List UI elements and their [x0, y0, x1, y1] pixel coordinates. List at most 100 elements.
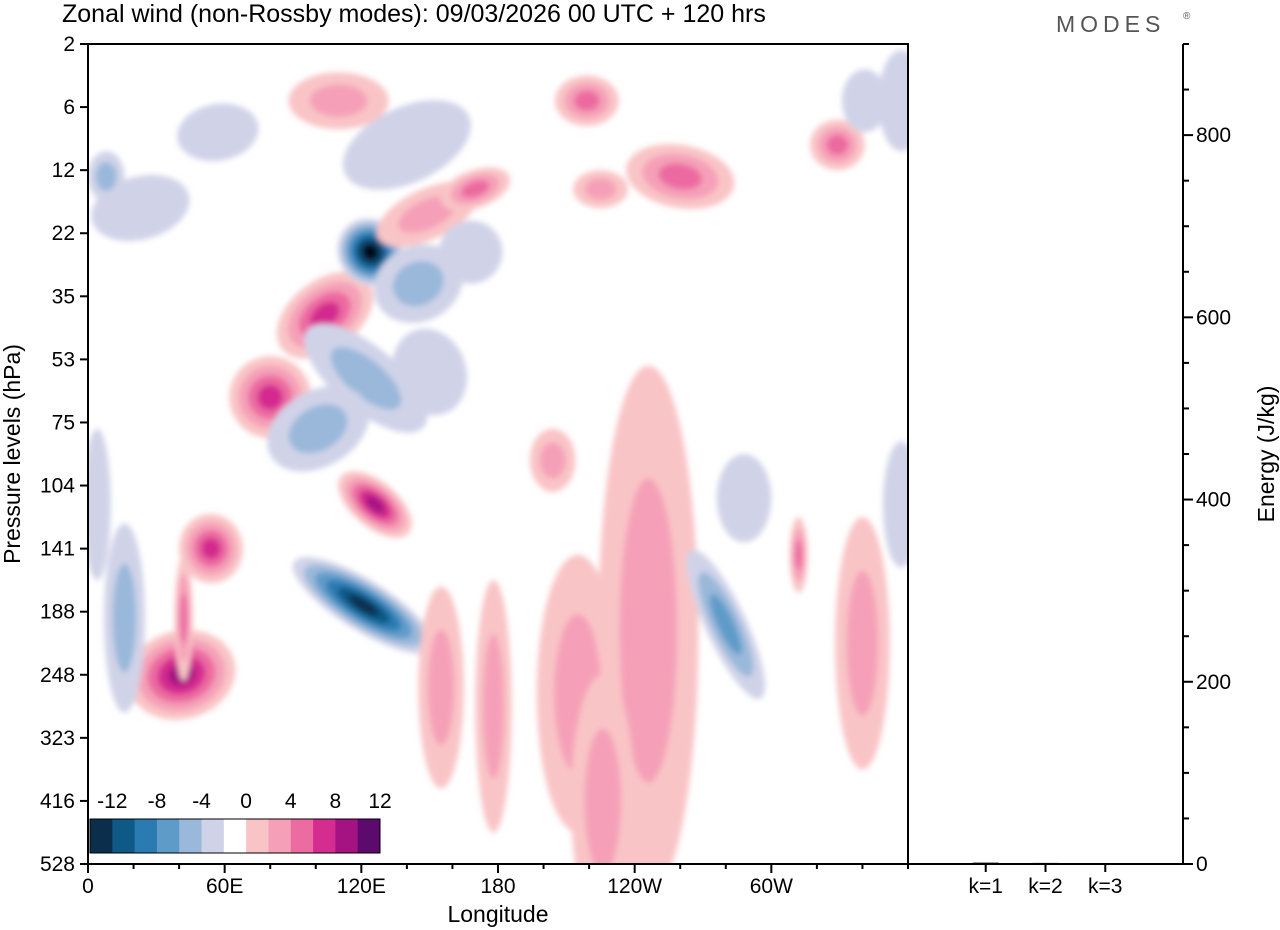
x-axis-label: Longitude: [447, 901, 548, 927]
colorbar-swatch: [268, 819, 292, 853]
wind-contour-band: [882, 441, 908, 568]
energy-tick-label: 600: [1196, 306, 1231, 329]
colorbar-swatch: [201, 819, 225, 853]
wind-feature-6: [440, 167, 511, 211]
wind-feature-41: [882, 441, 908, 568]
wind-contour-band: [716, 454, 772, 543]
wind-contour-band: [112, 563, 137, 673]
energy-bars: k=1 k=2 k=3: [968, 862, 1123, 898]
colorbar-label: 12: [368, 790, 391, 813]
wind-feature-18: [177, 103, 259, 162]
wind-feature-8: [304, 323, 428, 433]
wind-contour-band: [482, 633, 504, 779]
colorbar-label: -4: [192, 790, 211, 813]
energy-tick-label: 800: [1196, 124, 1231, 147]
colorbar-swatch: [246, 819, 269, 853]
wind-feature-36: [716, 454, 772, 543]
wind-contour-band: [826, 134, 849, 156]
energy-category-label: k=1: [968, 875, 1002, 898]
colorbar-label: 4: [285, 790, 297, 813]
wind-contour-band: [584, 178, 617, 200]
colorbar-swatch: [335, 819, 359, 853]
longitude-tick-label: 0: [82, 875, 94, 898]
wind-feature-28: [841, 69, 888, 133]
wind-contour-band: [461, 180, 490, 198]
wind-contour-band: [573, 90, 600, 111]
pressure-tick-label: 141: [40, 538, 75, 561]
wind-feature-23: [288, 72, 389, 130]
energy-category-label: k=3: [1088, 875, 1122, 898]
pressure-tick-label: 22: [52, 222, 75, 245]
wind-contour-band: [619, 478, 678, 783]
pressure-tick-label: 416: [40, 790, 75, 813]
wind-feature-38: [835, 517, 890, 770]
wind-contour-band: [364, 245, 377, 259]
wind-contour-band: [846, 570, 879, 716]
chart-title: Zonal wind (non-Rossby modes): 09/03/202…: [62, 0, 766, 28]
wind-contour-band: [288, 404, 348, 454]
wind-contour-band: [408, 113, 456, 164]
energy-bar: [972, 862, 999, 864]
longitude-tick-label: 60E: [206, 875, 243, 898]
wind-field-blobs: [88, 50, 908, 864]
modes-logo: MODES: [1056, 11, 1165, 37]
pressure-tick-label: 75: [52, 411, 75, 434]
wind-feature-10: [374, 244, 463, 324]
longitude-axis: 0 60E 120E 180 120W 60W: [82, 864, 909, 898]
longitude-tick-label: 120E: [337, 875, 386, 898]
wind-contour-band: [584, 728, 622, 864]
colorbar-swatch: [134, 819, 158, 853]
energy-tick-label: 200: [1196, 671, 1231, 694]
wind-feature-16: [103, 523, 145, 713]
wind-contour-band: [257, 384, 283, 410]
wind-feature-35: [686, 549, 766, 700]
wind-feature-20: [88, 151, 125, 202]
pressure-tick-label: 2: [63, 33, 75, 56]
pressure-tick-label: 6: [63, 96, 75, 119]
wind-feature-37: [789, 517, 808, 593]
pressure-tick-label: 53: [52, 348, 75, 371]
pressure-tick-label: 528: [40, 853, 75, 876]
colorbar-swatch: [179, 819, 202, 853]
wind-feature-44: [418, 586, 464, 789]
wind-feature-42: [88, 428, 111, 581]
wind-contour-band: [348, 595, 379, 616]
wind-contour-band: [539, 442, 566, 479]
wind-contour-band: [330, 347, 402, 410]
wind-feature-24: [554, 75, 619, 127]
wind-contour-band: [95, 161, 117, 191]
energy-bar-panel: 0 200 400 600 800 k=1 k=2 k=3 Energy (J/kg): [908, 43, 1279, 898]
wind-feature-43: [475, 580, 512, 833]
longitude-tick-label: 60W: [750, 875, 793, 898]
energy-tick-label: 400: [1196, 489, 1231, 512]
colorbar-swatch: [313, 819, 336, 853]
wind-feature-9: [267, 386, 370, 472]
wind-contour-band: [878, 50, 908, 152]
colorbar-label: 0: [240, 790, 252, 813]
pressure-tick-label: 188: [40, 601, 75, 624]
wind-contour-band: [179, 592, 188, 644]
energy-axis-label: Energy (J/kg): [1253, 386, 1279, 523]
pressure-tick-label: 248: [40, 664, 75, 687]
energy-tick-label: 0: [1196, 853, 1208, 876]
colorbar-label: -12: [97, 790, 127, 813]
wind-feature-13: [292, 557, 435, 654]
colorbar: -12 -8 -4 0 4 8 12: [88, 782, 392, 855]
wind-field: [88, 50, 908, 864]
wind-contour-band: [309, 301, 340, 329]
pressure-tick-label: 323: [40, 727, 75, 750]
pressure-tick-label: 104: [40, 475, 75, 498]
pressure-tick-label: 12: [52, 159, 75, 182]
wind-contour-band: [709, 594, 742, 655]
colorbar-swatch: [156, 819, 180, 853]
wind-contour-band: [309, 84, 368, 118]
pressure-axis: 2 6 12 22 35 53 75 104 141 188 248 323 416 528: [40, 33, 88, 876]
colorbar-swatch: [112, 819, 136, 853]
colorbar-swatch: [90, 819, 113, 853]
wind-feature-33: [570, 674, 635, 864]
colorbar-swatch: [357, 819, 381, 853]
wind-contour-band: [365, 496, 385, 513]
registered-mark: ®: [1183, 11, 1191, 22]
colorbar-label: 8: [330, 790, 342, 813]
